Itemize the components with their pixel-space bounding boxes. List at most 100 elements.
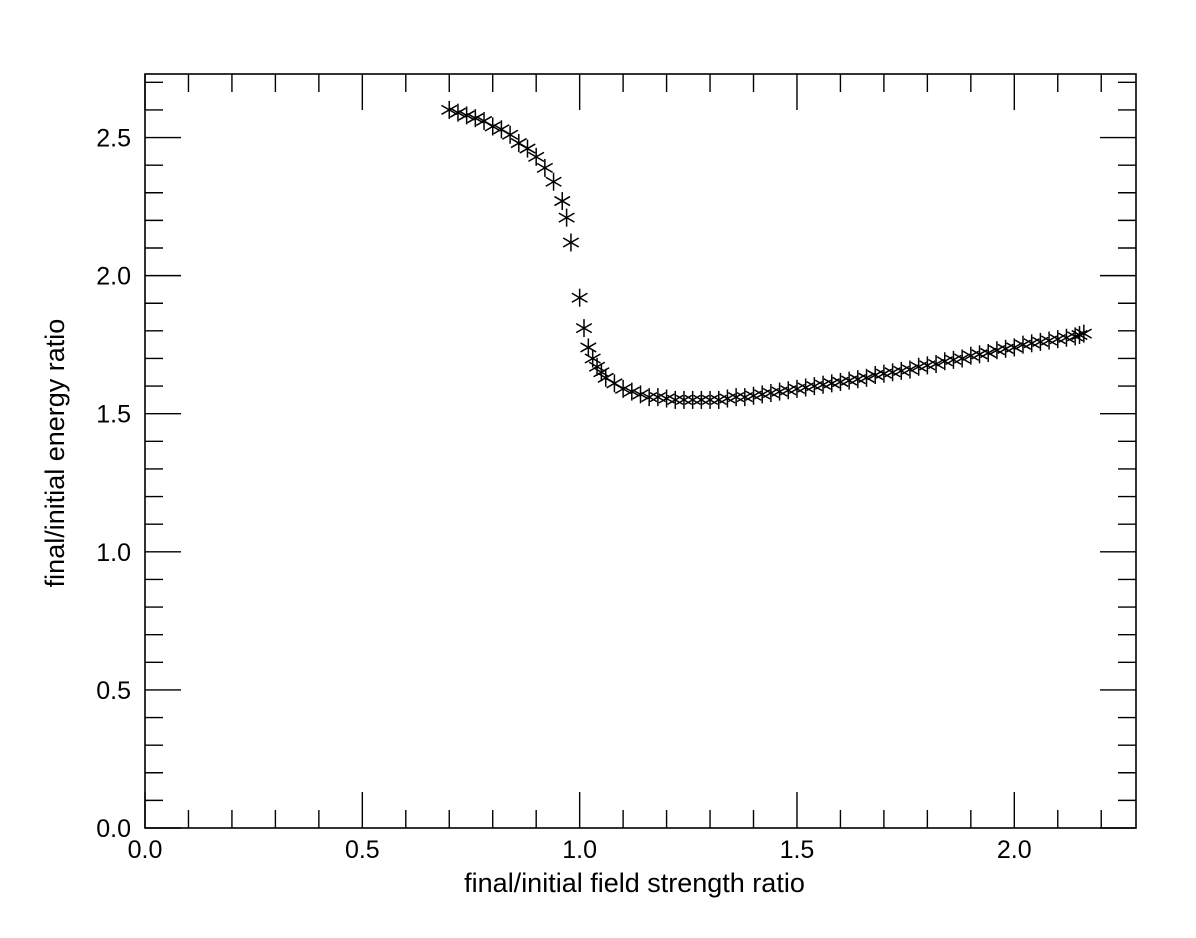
x-tick-label: 0.0 [128,836,163,864]
data-point [467,109,484,128]
marker-stroke [658,393,675,404]
marker-stroke [953,353,971,364]
marker-stroke [558,212,575,223]
marker-stroke [632,389,649,400]
tick-labels: 0.0 0.5 1.0 1.5 2.0 0.0 0.5 1.0 1.5 2.0 2.5 [96,125,1031,864]
marker-stroke [693,394,710,406]
data-point [1071,326,1088,344]
data-point [980,343,997,362]
data-point [519,139,536,158]
data-point [545,172,562,191]
data-point [623,382,640,401]
marker-stroke [484,121,501,132]
marker-stroke [593,367,610,378]
data-point [558,208,575,227]
y-tick-label: 1.0 [96,539,131,567]
marker-stroke [528,151,545,163]
data-point [614,379,632,398]
marker-stroke [597,372,614,383]
marker-stroke [901,364,919,375]
marker-stroke [588,361,606,372]
data-point [667,390,684,409]
marker-stroke [571,292,588,303]
marker-stroke [580,342,597,353]
marker-stroke [510,137,527,149]
marker-stroke [667,394,684,406]
marker-stroke [623,386,640,397]
y-tick-label: 1.5 [96,401,131,429]
marker-stroke [554,195,571,207]
x-tick-label: 1.5 [780,836,815,864]
data-point [475,111,493,130]
marker-stroke [980,347,997,359]
marker-stroke [584,353,601,364]
marker-stroke [493,124,510,135]
data-point [693,390,710,409]
marker-stroke [467,113,484,124]
marker-stroke [1071,329,1088,341]
y-tick-label: 2.5 [96,125,131,153]
plot-frame [144,73,1137,829]
plot-area [144,73,1137,829]
data-points [441,100,1093,409]
data-point [632,385,649,404]
y-tick-label: 0.0 [96,815,131,843]
data-point [1066,327,1084,346]
data-point [484,117,501,136]
data-point [449,103,467,122]
data-point [458,106,475,125]
marker-stroke [649,391,667,403]
data-point [571,288,588,307]
data-point [927,355,945,373]
marker-stroke [519,143,536,154]
data-point [493,120,510,139]
data-point [727,388,745,407]
data-point [684,390,701,409]
data-point [588,357,606,376]
data-point [528,147,545,166]
marker-stroke [727,391,745,403]
data-point [675,390,693,409]
marker-stroke [441,104,458,116]
data-point [536,158,554,177]
data-point [858,368,875,387]
axis-ticks [144,74,1136,829]
data-point [953,349,971,368]
x-tick-label: 1.0 [562,836,597,864]
marker-stroke [927,358,945,370]
marker-stroke [562,237,580,248]
marker-stroke [536,162,554,174]
data-point [554,192,571,211]
data-point [701,390,719,409]
marker-stroke [458,110,475,121]
data-point [501,125,519,144]
x-tick-label: 0.5 [345,836,380,864]
data-point [575,319,593,338]
data-point [1006,338,1023,357]
data-point [580,338,597,357]
data-point [593,363,610,382]
x-axis-label: final/initial field strength ratio [464,868,805,898]
y-axis-label: final/initial energy ratio [40,319,70,588]
marker-stroke [545,176,562,187]
marker-stroke [684,394,701,406]
y-tick-label: 0.5 [96,677,131,705]
marker-stroke [606,378,623,389]
x-tick-label: 2.0 [997,836,1032,864]
marker-stroke [475,115,493,127]
marker-stroke [858,372,875,383]
marker-stroke [614,383,632,395]
marker-stroke [641,391,658,403]
marker-stroke [701,394,719,406]
data-point [901,360,919,379]
marker-stroke [1006,342,1023,353]
data-point [1075,324,1093,343]
marker-stroke [1075,328,1093,339]
marker-stroke [675,394,693,406]
data-point [641,388,658,407]
marker-stroke [449,107,467,118]
data-point [441,100,458,119]
marker-stroke [575,322,593,334]
marker-stroke [1066,331,1084,342]
